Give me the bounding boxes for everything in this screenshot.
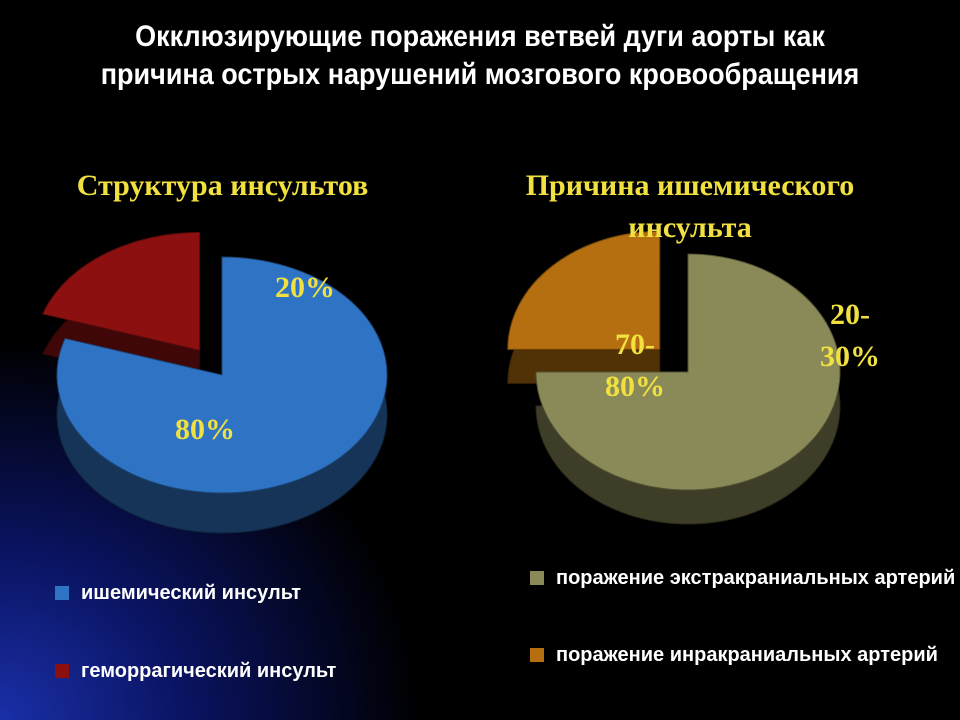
- slice: [42, 231, 201, 352]
- legend-item: ишемический инсульт: [55, 578, 481, 608]
- legend-swatch: [530, 571, 544, 585]
- legend-label: поражение экстракраниальных артерий: [556, 567, 956, 589]
- value-label-line: 20-: [830, 298, 870, 331]
- slice: [535, 253, 841, 491]
- legend-swatch: [55, 586, 69, 600]
- slice: [507, 230, 661, 350]
- chart-title: Причина ишемического инсульта: [525, 169, 855, 244]
- legend-swatch: [530, 648, 544, 662]
- legend-swatch: [55, 664, 69, 678]
- slice: [56, 256, 388, 494]
- legend-item: поражение инракраниальных артерий: [530, 640, 960, 670]
- legend-label: геморрагический инсульт: [81, 660, 337, 682]
- value-label-line: 80%: [605, 370, 665, 403]
- chart-title: Структура инсультов: [76, 169, 369, 202]
- value-label: 80%: [175, 413, 235, 446]
- pie: [507, 230, 841, 525]
- value-label: 70-80%: [605, 328, 665, 403]
- legend-item: поражение экстракраниальных артерий: [530, 563, 960, 593]
- value-label: 20-30%: [820, 298, 880, 373]
- value-label-line: 70-: [615, 328, 655, 361]
- legend-label: ишемический инсульт: [81, 582, 302, 604]
- pie: [42, 231, 388, 534]
- value-label: 20%: [275, 271, 335, 304]
- legend-label: поражение инракраниальных артерий: [556, 644, 938, 666]
- value-label-line: 30%: [820, 340, 880, 373]
- slide-title: Окклюзирующие поражения ветвей дуги аорт…: [100, 20, 860, 91]
- legend-item: геморрагический инсульт: [55, 656, 481, 686]
